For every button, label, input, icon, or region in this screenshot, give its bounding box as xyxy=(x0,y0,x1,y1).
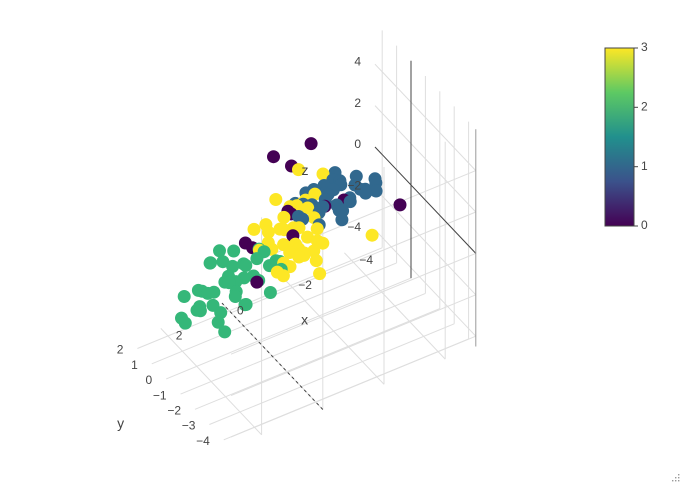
data-point[interactable] xyxy=(369,184,383,198)
data-point[interactable] xyxy=(267,150,280,164)
z-tick-label: 0 xyxy=(354,137,361,151)
data-point[interactable] xyxy=(301,230,314,244)
gridline-y xyxy=(151,262,397,365)
data-point[interactable] xyxy=(269,193,283,206)
gridline-z xyxy=(374,63,477,171)
x-axis-title: x xyxy=(301,311,308,327)
data-point[interactable] xyxy=(309,254,323,268)
y-axis-title: y xyxy=(117,415,124,431)
y-tick-label: 0 xyxy=(146,373,153,387)
grid-layer xyxy=(137,30,477,441)
z-tick-label: −2 xyxy=(347,179,361,193)
y-tick-label: 1 xyxy=(131,358,138,372)
data-point[interactable] xyxy=(359,186,373,200)
y-tick-label: −3 xyxy=(182,419,196,433)
y-tick-label: 2 xyxy=(117,343,124,357)
gridline-x xyxy=(282,277,385,385)
y-tick-label: −4 xyxy=(196,434,210,448)
gridline-y xyxy=(180,292,426,395)
gridline-z xyxy=(374,188,477,296)
x-tick-label: 0 xyxy=(237,303,244,317)
data-point[interactable] xyxy=(201,286,215,300)
gridline-y xyxy=(194,308,440,410)
data-point[interactable] xyxy=(343,195,357,209)
gridline-z xyxy=(374,105,477,213)
colorbar: 0 1 2 3 xyxy=(604,40,648,232)
data-point[interactable] xyxy=(247,222,261,236)
data-point[interactable] xyxy=(250,275,264,289)
data-point[interactable] xyxy=(335,213,349,227)
z-tick-label: 2 xyxy=(354,96,361,110)
colorbar-tick-label: 1 xyxy=(641,159,648,173)
colorbar-tick-label: 3 xyxy=(641,40,648,54)
gridline-x xyxy=(160,328,262,436)
gridline-x xyxy=(344,252,446,360)
z-tick-label: −4 xyxy=(347,220,361,234)
data-point[interactable] xyxy=(292,163,305,177)
data-point[interactable] xyxy=(301,201,315,215)
data-point[interactable] xyxy=(239,259,253,272)
z-axis-title: z xyxy=(302,162,309,178)
data-point[interactable] xyxy=(203,256,217,270)
data-point[interactable] xyxy=(216,255,230,269)
data-point[interactable] xyxy=(228,290,242,303)
data-point[interactable] xyxy=(222,276,236,290)
colorbar-tick-label: 2 xyxy=(641,99,648,113)
data-point[interactable] xyxy=(226,259,240,273)
data-point[interactable] xyxy=(250,252,264,266)
data-point[interactable] xyxy=(313,267,327,281)
gridline-z xyxy=(230,335,476,438)
data-point[interactable] xyxy=(213,244,226,258)
x-tick-label: −2 xyxy=(298,278,312,292)
data-point[interactable] xyxy=(193,304,207,318)
data-point[interactable] xyxy=(276,269,290,283)
z-tick-label: 4 xyxy=(354,54,361,68)
point-layer xyxy=(175,137,407,339)
zeroline-z xyxy=(374,146,477,254)
data-point[interactable] xyxy=(292,250,306,264)
data-point[interactable] xyxy=(211,315,225,329)
data-point[interactable] xyxy=(178,316,192,330)
resize-grip-icon[interactable] xyxy=(670,472,680,482)
y-tick-label: −1 xyxy=(153,388,167,402)
colorbar-gradient xyxy=(604,47,635,227)
gridline-y xyxy=(166,277,412,380)
colorbar-tick-label: 0 xyxy=(641,218,648,232)
gridline-z xyxy=(230,252,476,355)
data-point[interactable] xyxy=(304,137,318,151)
data-point[interactable] xyxy=(177,290,191,303)
data-point[interactable] xyxy=(308,187,322,201)
zeroline-x xyxy=(221,302,324,410)
gridline-z xyxy=(374,229,477,337)
data-point[interactable] xyxy=(263,286,277,299)
data-point[interactable] xyxy=(316,236,330,250)
data-point[interactable] xyxy=(238,298,252,312)
x-tick-label: −4 xyxy=(359,253,373,267)
data-point[interactable] xyxy=(393,198,407,212)
data-point[interactable] xyxy=(316,167,330,181)
data-point[interactable] xyxy=(227,244,241,258)
gridline-y xyxy=(137,247,383,349)
data-point[interactable] xyxy=(310,222,324,236)
data-point[interactable] xyxy=(277,210,291,224)
y-tick-label: −2 xyxy=(167,403,181,417)
data-point[interactable] xyxy=(365,228,379,242)
data-point[interactable] xyxy=(261,225,275,239)
x-tick-label: 2 xyxy=(176,329,183,343)
gridline-z xyxy=(230,294,476,397)
gridline-y xyxy=(209,323,455,425)
data-point[interactable] xyxy=(218,325,232,339)
